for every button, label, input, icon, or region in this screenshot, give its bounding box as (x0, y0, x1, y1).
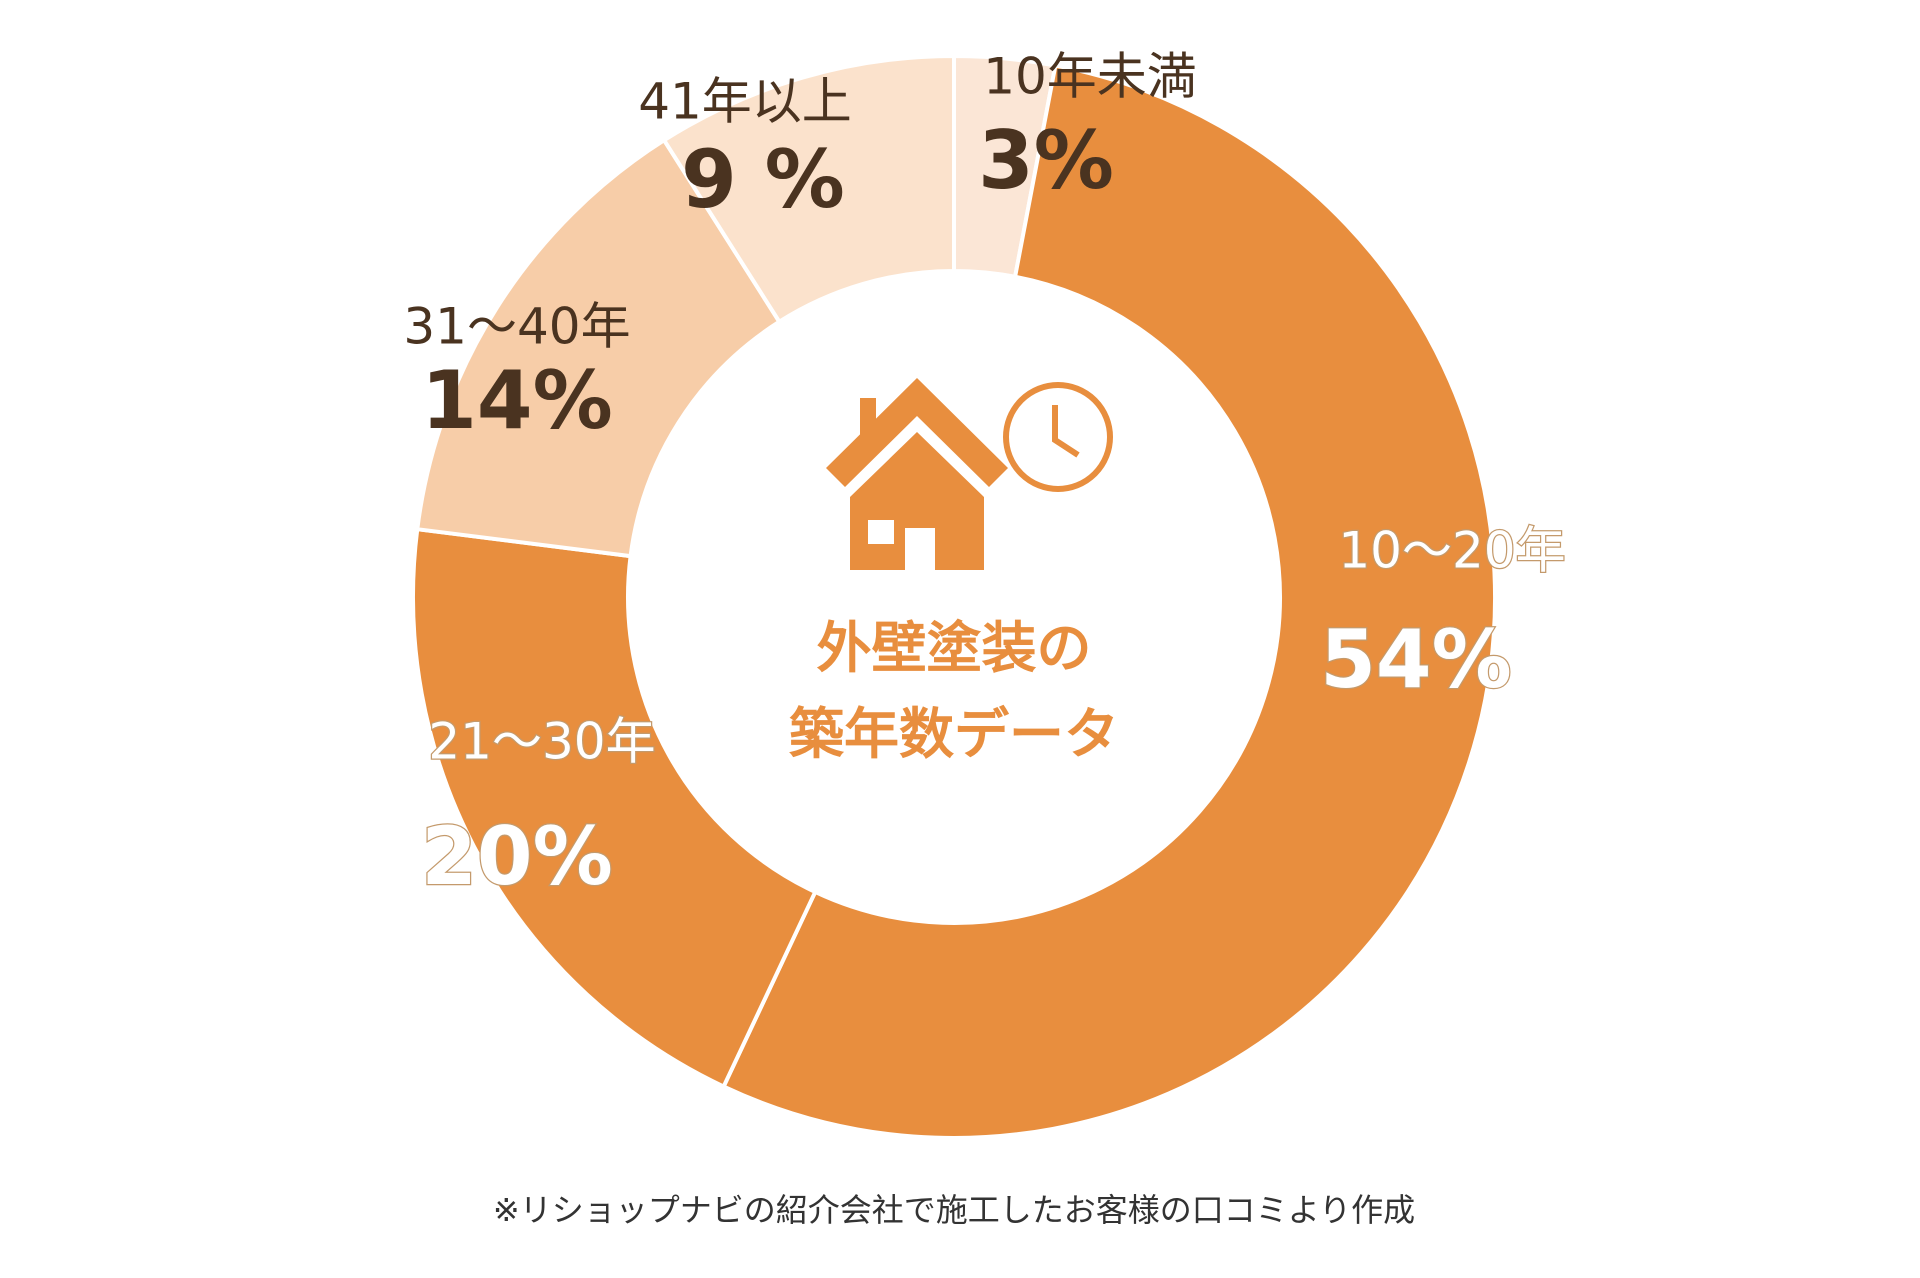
donut-slice (415, 137, 783, 559)
donut-slice (411, 526, 818, 1090)
house-icon (826, 378, 1113, 570)
category-label: 21～30年 (428, 713, 655, 771)
value-label: 14% (421, 354, 612, 447)
category-label: 10～20年 (1338, 522, 1565, 580)
value-label: 9 % (681, 133, 845, 226)
value-label: 3% (978, 114, 1114, 207)
chart-title: 外壁塗装の (816, 616, 1091, 680)
chart-title: 築年数データ (789, 702, 1119, 766)
category-label: 41年以上 (638, 73, 852, 131)
donut-slice (720, 63, 1497, 1140)
donut-slice (661, 53, 956, 325)
value-label: 54% (1320, 613, 1511, 706)
value-label: 20% (421, 810, 612, 903)
category-label: 31～40年 (403, 298, 630, 356)
donut (411, 53, 1497, 1140)
footnote: ※リショップナビの紹介会社で施工したお客様の口コミより作成 (493, 1191, 1415, 1229)
category-label: 10年未満 (983, 48, 1197, 106)
